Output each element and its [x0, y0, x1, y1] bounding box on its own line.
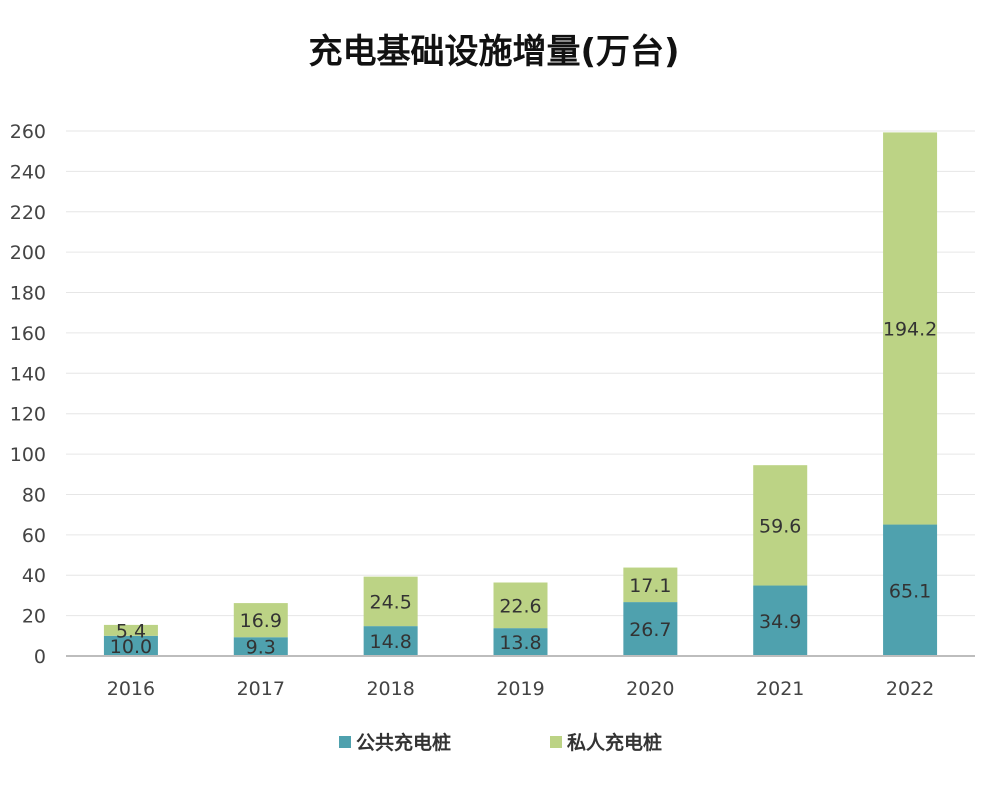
- y-tick-label: 140: [10, 363, 46, 385]
- bar-value-label: 14.8: [369, 631, 411, 653]
- legend-swatch: [339, 736, 351, 748]
- legend-label: 公共充电桩: [356, 731, 451, 754]
- bar-value-label: 10.0: [110, 636, 152, 658]
- bar-value-label: 13.8: [499, 632, 541, 654]
- y-tick-label: 60: [22, 525, 46, 547]
- bar-value-label: 17.1: [629, 575, 671, 597]
- bar-segment-public: [623, 602, 678, 656]
- y-tick-label: 220: [10, 202, 46, 224]
- y-tick-label: 100: [10, 444, 46, 466]
- bar-value-label: 9.3: [246, 637, 276, 659]
- bar-segment-public: [753, 585, 808, 656]
- y-tick-label: 180: [10, 283, 46, 305]
- bar-segment-public: [363, 626, 418, 656]
- y-tick-label: 240: [10, 161, 46, 183]
- x-tick-label: 2017: [237, 678, 285, 700]
- x-tick-label: 2018: [366, 678, 414, 700]
- bar-segment-private: [753, 465, 808, 586]
- bar-value-label: 59.6: [759, 515, 801, 537]
- bar-value-label: 194.2: [883, 318, 937, 340]
- legend-item-public: 公共充电桩: [339, 731, 451, 754]
- bar-segment-private: [363, 576, 418, 627]
- y-tick-label: 160: [10, 323, 46, 345]
- y-tick-label: 200: [10, 242, 46, 264]
- y-tick-label: 120: [10, 404, 46, 426]
- x-tick-label: 2021: [756, 678, 804, 700]
- bar-value-label: 34.9: [759, 611, 801, 633]
- bar-segment-private: [103, 624, 158, 636]
- bar-segment-public: [233, 637, 288, 656]
- bar-segment-private: [233, 603, 288, 638]
- bar-value-label: 65.1: [889, 580, 931, 602]
- bar-value-label: 5.4: [116, 620, 146, 642]
- x-tick-label: 2019: [496, 678, 544, 700]
- legend-item-private: 私人充电桩: [550, 731, 662, 754]
- bar-value-label: 24.5: [369, 591, 411, 613]
- y-tick-label: 40: [22, 565, 46, 587]
- y-tick-label: 80: [22, 484, 46, 506]
- gridlines: [66, 130, 975, 617]
- x-tick-label: 2022: [886, 678, 934, 700]
- y-tick-label: 260: [10, 121, 46, 143]
- bar-value-label: 16.9: [240, 610, 282, 632]
- bar-segment-public: [103, 635, 158, 656]
- bar-segment-private: [623, 567, 678, 603]
- bar-segment-private: [493, 582, 548, 629]
- chart-title: 充电基础设施增量(万台): [308, 32, 680, 72]
- x-axis-ticks: 2016 2017 2018 2019 2020 2021 2022: [107, 678, 935, 700]
- bar-segment-public: [883, 524, 938, 656]
- legend: 公共充电桩 私人充电桩: [339, 731, 662, 754]
- legend-label: 私人充电桩: [567, 731, 662, 754]
- y-axis-ticks: 0 20 40 60 80 100 120 140 160 180 200 220 240 260: [10, 121, 46, 668]
- bars: 10.05.4 9.3 16.9 14.8 24.5 13.8 22.6 26.7 17.1 34…: [103, 132, 938, 659]
- bar-value-label: 26.7: [629, 619, 671, 641]
- bar-value-label: 22.6: [499, 595, 541, 617]
- y-tick-label: 0: [34, 646, 46, 668]
- y-tick-label: 20: [22, 606, 46, 628]
- bar-segment-public: [493, 628, 548, 656]
- legend-swatch: [550, 736, 562, 748]
- x-tick-label: 2020: [626, 678, 674, 700]
- bar-segment-private: [883, 132, 938, 525]
- x-tick-label: 2016: [107, 678, 155, 700]
